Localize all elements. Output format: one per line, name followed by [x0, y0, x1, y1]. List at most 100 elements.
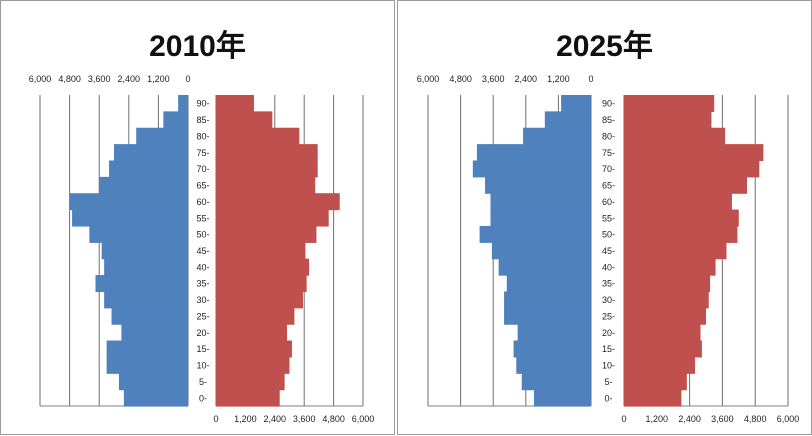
male-bar [114, 144, 188, 162]
male-bar [123, 389, 188, 407]
female-bar [624, 209, 739, 227]
age-group-label: 10- [196, 361, 209, 371]
age-group-label: 60- [196, 197, 209, 207]
male-axis-tick-label: 6,000 [417, 74, 440, 84]
male-bar [72, 209, 188, 227]
male-bar [517, 324, 591, 342]
age-group-label: 75- [196, 148, 209, 158]
male-axis-tick-label: 1,200 [147, 74, 170, 84]
female-bar [216, 193, 340, 211]
pyramid-panel-2010: 2010年 6,000 4,800 3,600 2,400 1,200 0 0 1,200 2,… [0, 0, 395, 435]
age-group-label: 35- [196, 279, 209, 289]
age-group-label: 90- [196, 99, 209, 109]
age-group-label: 15- [196, 344, 209, 354]
male-axis-tick-label: 6,000 [29, 74, 52, 84]
male-bar [109, 160, 188, 178]
female-axis-tick-label: 6,000 [352, 414, 375, 424]
age-group-label: 80- [602, 131, 615, 141]
male-bar [69, 193, 188, 211]
female-bar [216, 324, 288, 342]
male-axis-tick-label: 4,800 [449, 74, 472, 84]
male-bar [485, 176, 591, 194]
age-group-label: 85- [196, 115, 209, 125]
male-bar [506, 275, 591, 293]
male-axis-tick-label: 2,400 [515, 74, 538, 84]
male-bar [479, 225, 591, 243]
male-bar [544, 111, 591, 129]
male-bar [476, 144, 591, 162]
female-bar [624, 242, 727, 260]
female-axis-tick-label: 3,600 [293, 414, 316, 424]
male-axis-tick-label: 1,200 [547, 74, 570, 84]
female-bar [624, 144, 764, 162]
female-bar [216, 209, 329, 227]
male-bar [89, 225, 188, 243]
female-bar [624, 258, 716, 276]
age-group-label: 55- [602, 213, 615, 223]
age-group-label: 5- [604, 377, 612, 387]
male-bar [521, 373, 591, 391]
male-bar [111, 307, 188, 325]
female-bar [624, 176, 747, 194]
age-group-label: 75- [602, 148, 615, 158]
female-axis-tick-label: 2,400 [678, 414, 701, 424]
male-bar [490, 209, 591, 227]
female-bar [624, 225, 738, 243]
female-bar [216, 275, 307, 293]
male-axis-tick-label: 0 [588, 74, 593, 84]
age-group-label: 0- [604, 393, 612, 403]
age-group-label: 40- [602, 262, 615, 272]
age-group-label: 30- [196, 295, 209, 305]
male-axis-tick-label: 3,600 [482, 74, 505, 84]
female-bar [216, 127, 300, 145]
female-bar [216, 356, 290, 374]
pyramid-panel-2025: 2025年 6,000 4,800 3,600 2,400 1,200 0 0 1,200 2,… [397, 0, 812, 435]
female-bar [624, 111, 712, 129]
male-bar [533, 389, 591, 407]
male-bar [561, 95, 591, 112]
male-bar [163, 111, 188, 129]
male-bar [106, 356, 188, 374]
male-bar [504, 307, 591, 325]
age-group-label: 50- [196, 230, 209, 240]
female-bar [216, 389, 280, 407]
female-bar [624, 340, 702, 358]
female-bar [624, 356, 696, 374]
female-bar [624, 307, 706, 325]
male-bar [99, 176, 188, 194]
female-bar [216, 176, 316, 194]
age-group-label: 20- [196, 328, 209, 338]
female-bar [216, 95, 254, 112]
female-bar [216, 111, 273, 129]
male-bar [136, 127, 188, 145]
chart-title: 2010年 [149, 30, 246, 63]
male-bar [118, 373, 188, 391]
female-bar [624, 389, 682, 407]
age-group-label: 10- [602, 361, 615, 371]
population-pyramid-2010: 6,000 4,800 3,600 2,400 1,200 0 0 1,200 2,400 3,6… [29, 74, 375, 424]
male-bar [178, 95, 188, 112]
male-bar [491, 242, 591, 260]
female-bar [216, 242, 306, 260]
female-axis-tick-label: 6,000 [777, 414, 800, 424]
male-bar [513, 340, 591, 358]
age-group-label: 90- [602, 99, 615, 109]
male-bar [104, 291, 188, 309]
male-bar [472, 160, 591, 178]
female-axis-tick-label: 3,600 [711, 414, 734, 424]
male-axis-tick-label: 4,800 [58, 74, 81, 84]
age-group-label: 25- [196, 311, 209, 321]
age-group-label: 80- [196, 131, 209, 141]
female-bar [624, 291, 709, 309]
female-axis-tick-label: 1,200 [234, 414, 257, 424]
age-group-label: 5- [199, 377, 207, 387]
male-bar [106, 340, 188, 358]
age-group-label: 30- [602, 295, 615, 305]
female-bar [216, 340, 292, 358]
age-group-label: 65- [602, 181, 615, 191]
female-axis-tick-label: 1,200 [646, 414, 669, 424]
age-group-label: 20- [602, 328, 615, 338]
female-bar [216, 225, 317, 243]
female-bar [624, 160, 760, 178]
male-bar [490, 193, 591, 211]
